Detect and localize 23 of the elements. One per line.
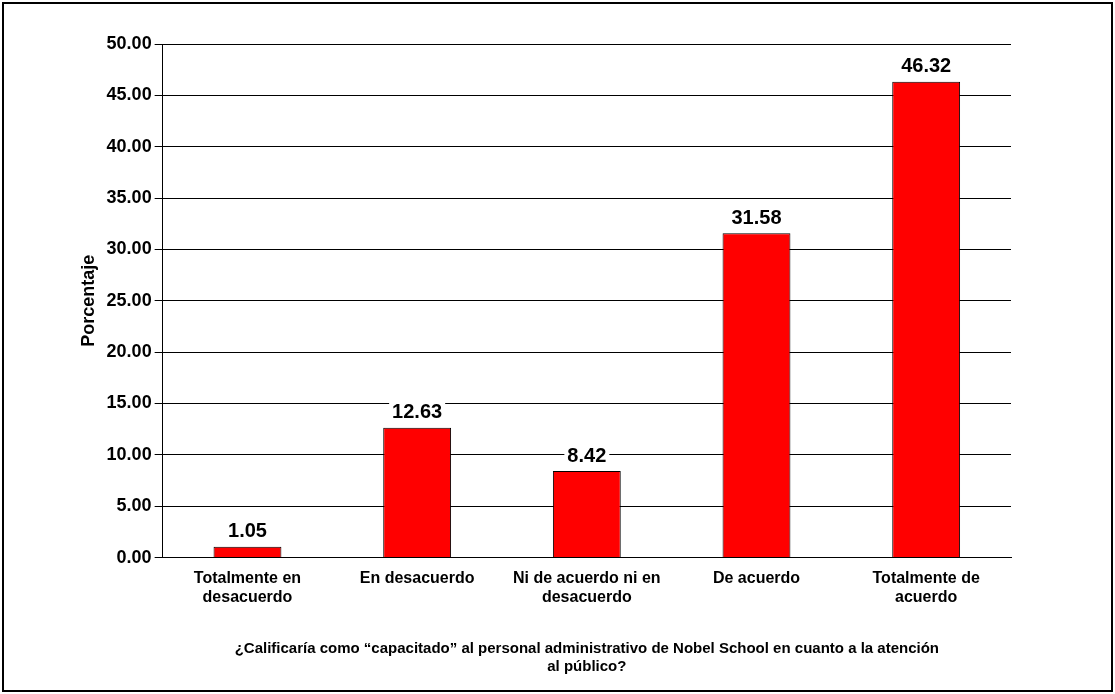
y-tick-label: 5.00 [116, 495, 152, 516]
y-tick-label: 35.00 [106, 187, 152, 208]
data-label: 31.58 [731, 205, 782, 228]
y-tick-label: 0.00 [116, 546, 152, 567]
data-label: 46.32 [901, 54, 952, 77]
y-tick-label: 50.00 [106, 32, 152, 53]
data-label: 8.42 [567, 443, 607, 466]
y-tick-label: 25.00 [106, 289, 152, 310]
y-tick-label: 40.00 [106, 135, 152, 156]
x-axis-title: ¿Calificaría como “capacitado” al personal administrativo de Nobel School en cuanto a la atención al público? [234, 639, 939, 675]
y-tick-label: 10.00 [106, 443, 152, 464]
data-label: 1.05 [228, 519, 267, 542]
y-axis-title: Porcentaje [77, 254, 98, 347]
y-tick-label: 30.00 [106, 238, 152, 259]
y-tick-label: 20.00 [106, 341, 152, 362]
x-tick-label: Totalmente de acuerdo [872, 568, 980, 605]
x-tick-label: Totalmente en desacuerdo [193, 568, 302, 605]
x-tick-label: En desacuerdo [359, 568, 475, 586]
y-tick-label: 45.00 [106, 84, 152, 105]
data-label: 12.63 [392, 400, 443, 423]
x-tick-label: Ni de acuerdo ni en desacuerdo [513, 568, 661, 605]
y-tick-label: 15.00 [106, 392, 152, 413]
x-tick-label: De acuerdo [712, 568, 801, 586]
